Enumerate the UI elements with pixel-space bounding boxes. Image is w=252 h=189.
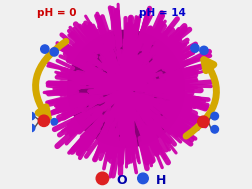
Text: O: O — [117, 174, 127, 187]
Text: pH = 0: pH = 0 — [37, 8, 77, 18]
Circle shape — [200, 46, 208, 55]
Circle shape — [96, 172, 109, 185]
Circle shape — [191, 44, 199, 52]
Circle shape — [51, 119, 57, 125]
Text: pH = 14: pH = 14 — [139, 8, 186, 18]
Circle shape — [68, 30, 184, 147]
Circle shape — [198, 116, 209, 127]
Circle shape — [38, 115, 50, 126]
Circle shape — [138, 173, 148, 184]
Circle shape — [50, 48, 58, 56]
FancyArrowPatch shape — [186, 60, 216, 136]
Circle shape — [211, 112, 218, 120]
Circle shape — [41, 45, 49, 53]
Circle shape — [211, 125, 218, 133]
Text: H: H — [156, 174, 167, 187]
Circle shape — [27, 124, 35, 132]
FancyArrowPatch shape — [36, 41, 66, 118]
Circle shape — [27, 112, 35, 120]
